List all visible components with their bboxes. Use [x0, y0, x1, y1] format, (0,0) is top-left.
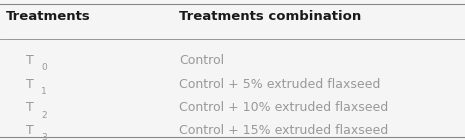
Text: T: T	[26, 78, 33, 90]
Text: 2: 2	[41, 111, 46, 120]
Text: 0: 0	[41, 63, 46, 72]
Text: Treatments combination: Treatments combination	[179, 10, 361, 23]
Text: T: T	[26, 101, 33, 114]
Text: 3: 3	[41, 133, 46, 140]
Text: Control + 10% extruded flaxseed: Control + 10% extruded flaxseed	[179, 101, 388, 114]
Text: T: T	[26, 124, 33, 137]
Text: Control + 5% extruded flaxseed: Control + 5% extruded flaxseed	[179, 78, 380, 90]
Text: 1: 1	[41, 87, 46, 96]
Text: T: T	[26, 54, 33, 67]
Text: Control + 15% extruded flaxseed: Control + 15% extruded flaxseed	[179, 124, 388, 137]
Text: Treatments: Treatments	[6, 10, 90, 23]
Text: Control: Control	[179, 54, 224, 67]
